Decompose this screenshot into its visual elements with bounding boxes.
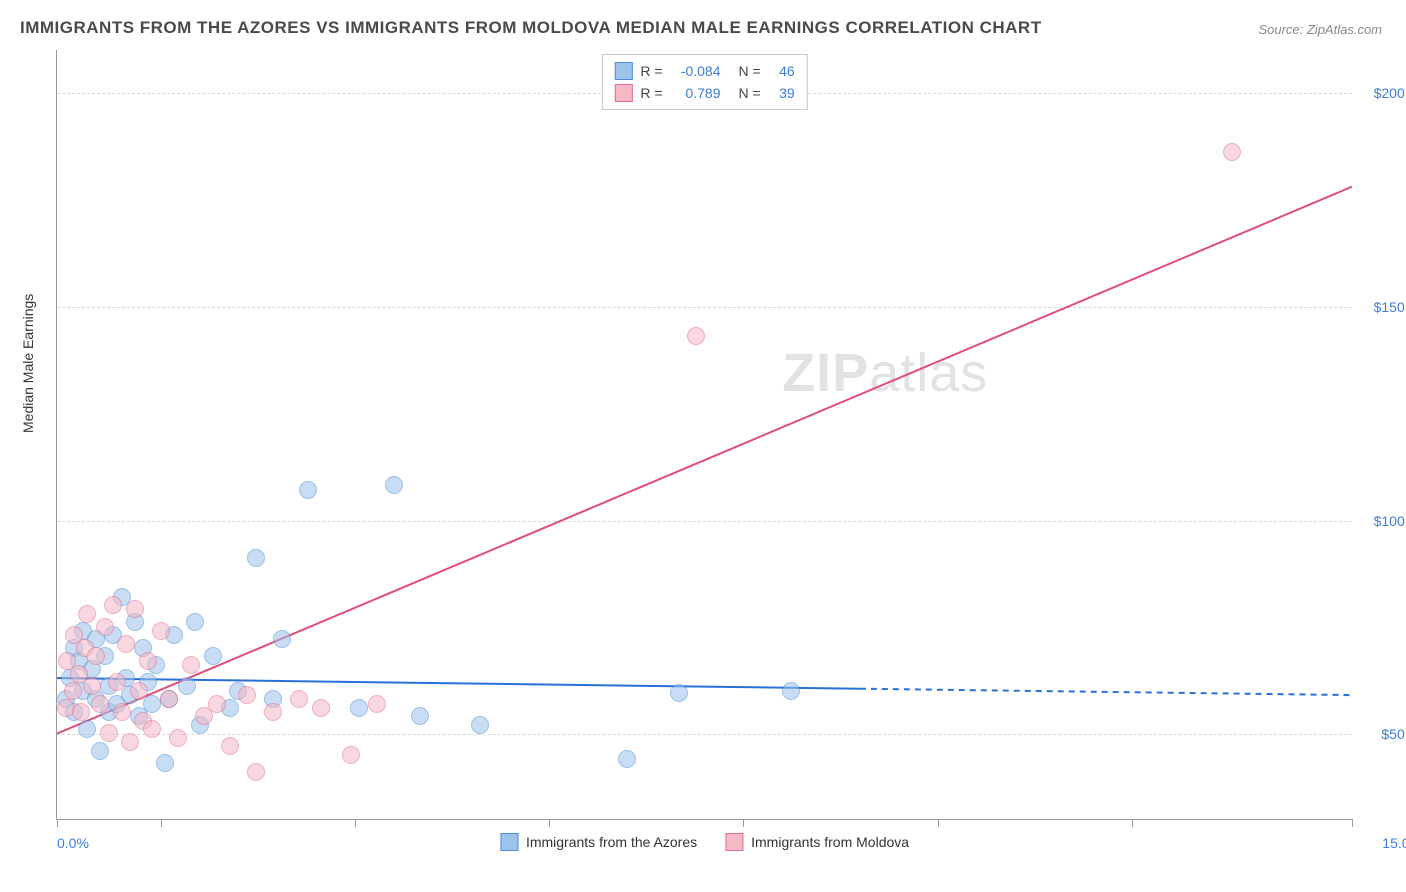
- rn-row-azores: R = -0.084 N = 46: [614, 60, 794, 82]
- watermark-zip: ZIP: [782, 343, 869, 403]
- data-point-moldova: [108, 673, 126, 691]
- data-point-azores: [471, 716, 489, 734]
- legend-swatch: [614, 84, 632, 102]
- data-point-azores: [186, 613, 204, 631]
- series-legend: Immigrants from the Azores Immigrants fro…: [500, 833, 909, 851]
- data-point-moldova: [64, 682, 82, 700]
- gridline: [57, 307, 1352, 308]
- data-point-moldova: [83, 677, 101, 695]
- n-value: 39: [769, 85, 795, 101]
- legend-label: Immigrants from Moldova: [751, 834, 909, 850]
- data-point-moldova: [87, 647, 105, 665]
- data-point-moldova: [117, 635, 135, 653]
- x-tick: [1352, 819, 1353, 827]
- r-value: -0.084: [671, 63, 721, 79]
- data-point-azores: [156, 754, 174, 772]
- data-point-moldova: [139, 652, 157, 670]
- data-point-moldova: [687, 327, 705, 345]
- data-point-azores: [143, 695, 161, 713]
- trendline-azores-extension: [860, 689, 1352, 695]
- rn-row-moldova: R = 0.789 N = 39: [614, 82, 794, 104]
- chart-title: IMMIGRANTS FROM THE AZORES VS IMMIGRANTS…: [20, 18, 1042, 38]
- legend-label: Immigrants from the Azores: [526, 834, 697, 850]
- x-tick: [549, 819, 550, 827]
- data-point-moldova: [368, 695, 386, 713]
- data-point-moldova: [152, 622, 170, 640]
- data-point-moldova: [1223, 143, 1241, 161]
- data-point-azores: [782, 682, 800, 700]
- data-point-azores: [91, 742, 109, 760]
- x-axis-min-label: 0.0%: [57, 835, 89, 851]
- data-point-moldova: [247, 763, 265, 781]
- data-point-azores: [178, 677, 196, 695]
- trend-lines: [57, 50, 1352, 819]
- data-point-azores: [411, 707, 429, 725]
- y-tick-label: $150,000: [1360, 299, 1406, 315]
- x-tick: [355, 819, 356, 827]
- source-attribution: Source: ZipAtlas.com: [1258, 22, 1382, 37]
- data-point-moldova: [130, 682, 148, 700]
- trendline-moldova: [57, 187, 1352, 734]
- watermark: ZIPatlas: [782, 342, 988, 404]
- data-point-moldova: [91, 695, 109, 713]
- data-point-azores: [247, 549, 265, 567]
- y-tick-label: $100,000: [1360, 513, 1406, 529]
- data-point-moldova: [100, 724, 118, 742]
- data-point-azores: [350, 699, 368, 717]
- y-axis-label: Median Male Earnings: [20, 294, 36, 433]
- gridline: [57, 734, 1352, 735]
- data-point-moldova: [182, 656, 200, 674]
- data-point-azores: [618, 750, 636, 768]
- data-point-moldova: [169, 729, 187, 747]
- legend-swatch: [500, 833, 518, 851]
- legend-item-azores: Immigrants from the Azores: [500, 833, 697, 851]
- data-point-moldova: [312, 699, 330, 717]
- data-point-moldova: [342, 746, 360, 764]
- r-value: 0.789: [671, 85, 721, 101]
- x-tick: [938, 819, 939, 827]
- data-point-moldova: [160, 690, 178, 708]
- data-point-moldova: [121, 733, 139, 751]
- data-point-azores: [204, 647, 222, 665]
- n-label: N =: [739, 63, 761, 79]
- legend-swatch: [614, 62, 632, 80]
- data-point-moldova: [208, 695, 226, 713]
- y-tick-label: $200,000: [1360, 85, 1406, 101]
- x-tick: [161, 819, 162, 827]
- y-tick-label: $50,000: [1360, 726, 1406, 742]
- data-point-azores: [670, 684, 688, 702]
- data-point-moldova: [143, 720, 161, 738]
- data-point-moldova: [290, 690, 308, 708]
- data-point-moldova: [221, 737, 239, 755]
- chart-plot-area: ZIPatlas $50,000$100,000$150,000$200,000…: [56, 50, 1352, 820]
- n-label: N =: [739, 85, 761, 101]
- data-point-moldova: [72, 703, 90, 721]
- data-point-moldova: [96, 618, 114, 636]
- data-point-moldova: [113, 703, 131, 721]
- data-point-azores: [78, 720, 96, 738]
- legend-item-moldova: Immigrants from Moldova: [725, 833, 909, 851]
- x-tick: [743, 819, 744, 827]
- data-point-moldova: [126, 600, 144, 618]
- x-tick: [1132, 819, 1133, 827]
- x-tick: [57, 819, 58, 827]
- r-label: R =: [640, 85, 662, 101]
- x-axis-max-label: 15.0%: [1382, 835, 1406, 851]
- legend-swatch: [725, 833, 743, 851]
- correlation-legend-box: R = -0.084 N = 46 R = 0.789 N = 39: [601, 54, 807, 110]
- data-point-azores: [299, 481, 317, 499]
- n-value: 46: [769, 63, 795, 79]
- data-point-azores: [385, 476, 403, 494]
- data-point-moldova: [264, 703, 282, 721]
- watermark-atlas: atlas: [869, 343, 988, 403]
- data-point-moldova: [104, 596, 122, 614]
- data-point-moldova: [78, 605, 96, 623]
- data-point-azores: [273, 630, 291, 648]
- data-point-moldova: [238, 686, 256, 704]
- r-label: R =: [640, 63, 662, 79]
- gridline: [57, 521, 1352, 522]
